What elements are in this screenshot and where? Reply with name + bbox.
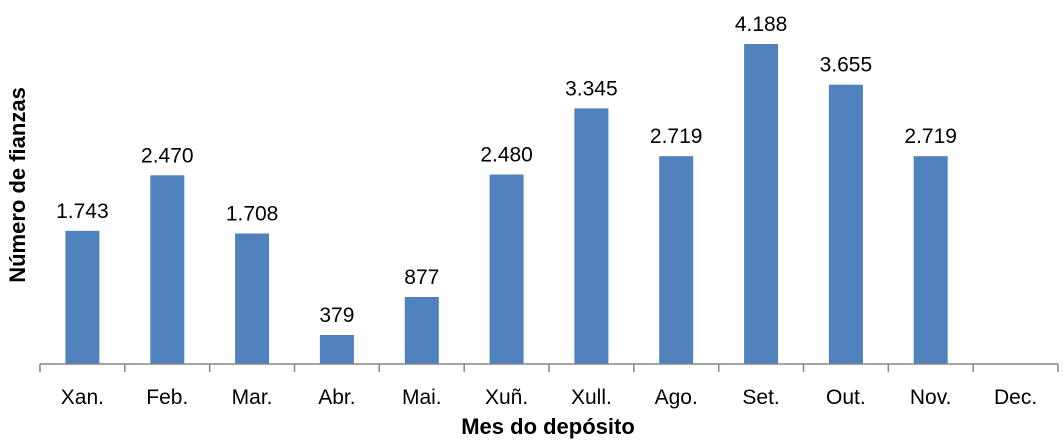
x-tick-label-4: Mai.	[402, 386, 442, 409]
value-label-10: 2.719	[904, 125, 957, 148]
x-tick-label-5: Xuñ.	[485, 386, 528, 409]
y-axis-title: Número de fianzas	[5, 87, 30, 283]
value-label-0: 1.743	[56, 200, 109, 223]
value-label-1: 2.470	[141, 144, 194, 167]
bar-4	[404, 297, 439, 364]
value-labels-layer: 1.743 2.470 1.708 379 877 2.480 3.345 2.719 4.18…	[56, 13, 957, 327]
bar-3	[319, 335, 354, 364]
bar-10	[913, 156, 948, 364]
value-label-6: 3.345	[565, 77, 618, 100]
value-label-5: 2.480	[480, 144, 533, 167]
value-label-2: 1.708	[226, 203, 279, 226]
x-axis-title: Mes do depósito	[461, 414, 635, 439]
x-tick-label-2: Mar.	[232, 386, 273, 409]
x-tick-label-3: Abr.	[318, 386, 355, 409]
bar-1	[150, 175, 185, 364]
x-tick-label-6: Xull.	[571, 386, 612, 409]
x-axis-ticks-layer	[39, 364, 1059, 372]
value-label-7: 2.719	[650, 125, 703, 148]
bar-6	[574, 108, 609, 365]
x-tick-label-8: Set.	[742, 386, 779, 409]
bar-7	[659, 156, 694, 364]
x-tick-label-10: Nov.	[910, 386, 952, 409]
x-tick-label-9: Out.	[826, 386, 866, 409]
x-tick-labels-layer: Xan. Feb. Mar. Abr. Mai. Xuñ. Xull. Ago. Set. Out…	[61, 386, 1037, 409]
value-label-9: 3.655	[820, 54, 873, 77]
bar-9	[828, 84, 863, 364]
bar-5	[489, 174, 524, 364]
bars-layer	[65, 44, 948, 365]
bar-2	[235, 233, 270, 364]
value-label-4: 877	[404, 266, 439, 289]
bar-0	[65, 230, 100, 364]
x-tick-label-1: Feb.	[146, 386, 188, 409]
value-label-8: 4.188	[735, 13, 788, 36]
x-tick-label-0: Xan.	[61, 386, 104, 409]
bar-8	[744, 44, 779, 364]
x-tick-label-7: Ago.	[655, 386, 698, 409]
value-label-3: 379	[319, 304, 354, 327]
x-tick-label-11: Dec.	[994, 386, 1037, 409]
